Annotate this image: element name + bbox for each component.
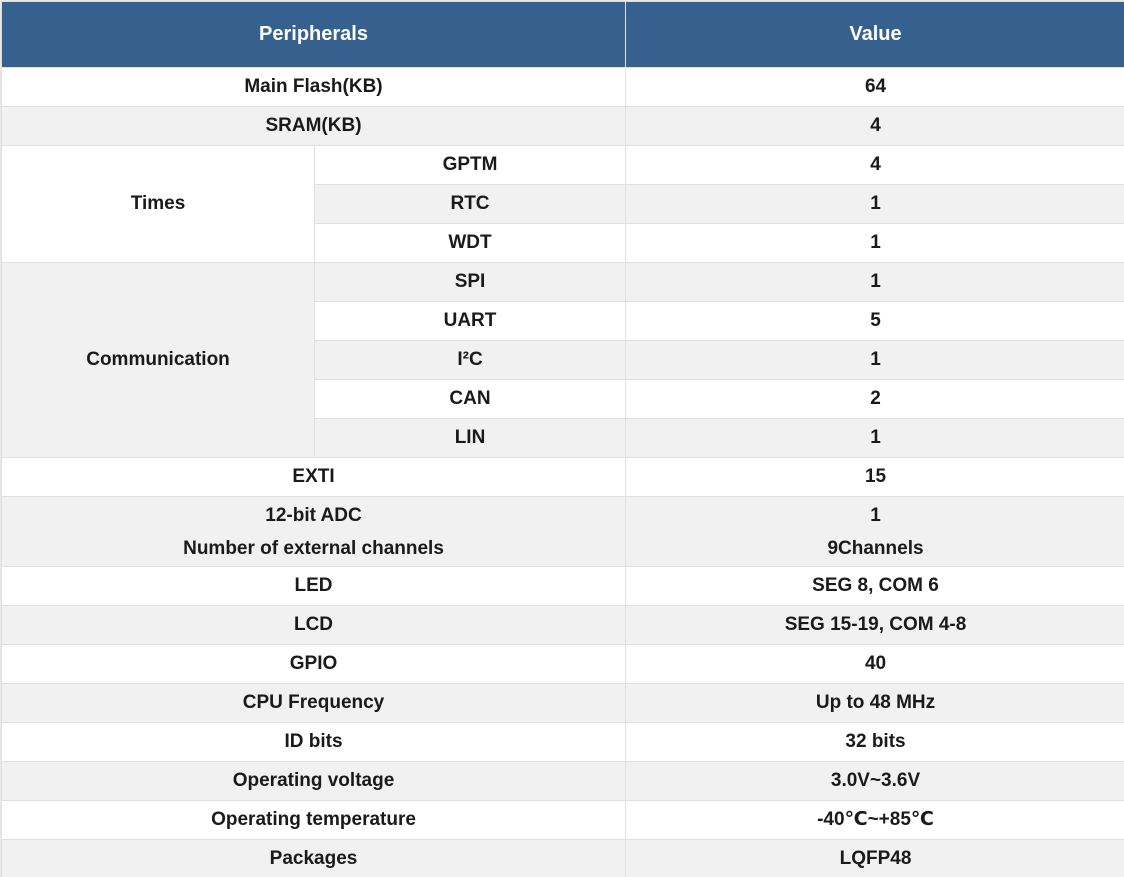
peripheral-label-cell: SRAM(KB)	[1, 106, 627, 146]
peripheral-label-cell: EXTI	[1, 457, 627, 497]
peripheral-label-cell: LED	[1, 566, 627, 606]
peripheral-label-cell: UART	[313, 301, 627, 341]
table-header-row: Peripherals Value	[1, 1, 1124, 68]
peripheral-label-cell: 12-bit ADC Number of external channels	[1, 496, 627, 567]
group-label-cell-times: Times	[1, 145, 315, 263]
table-row: Operating voltage 3.0V~3.6V	[1, 761, 1124, 801]
value-cell: 3.0V~3.6V	[625, 761, 1124, 801]
value-cell: 64	[625, 67, 1124, 107]
value-cell: 5	[625, 301, 1124, 341]
table-row: UART 5	[2, 301, 1124, 341]
adc-label-line1: 12-bit ADC	[265, 504, 362, 526]
peripheral-label-cell: WDT	[313, 223, 627, 263]
adc-value-line1: 1	[870, 504, 881, 526]
table-row: Main Flash(KB) 64	[1, 67, 1124, 107]
value-cell: Up to 48 MHz	[625, 683, 1124, 723]
table-row: Packages LQFP48	[1, 839, 1124, 877]
peripheral-label-cell: CPU Frequency	[1, 683, 627, 723]
table-row: 12-bit ADC Number of external channels 1…	[1, 496, 1124, 567]
value-cell: 1	[625, 184, 1124, 224]
value-cell: 1	[625, 262, 1124, 302]
peripheral-label-cell: Operating temperature	[1, 800, 627, 840]
peripheral-label-cell: Packages	[1, 839, 627, 877]
table-row: EXTI 15	[1, 457, 1124, 497]
peripheral-label-cell: RTC	[313, 184, 627, 224]
value-cell: 4	[625, 145, 1124, 185]
value-cell: 32 bits	[625, 722, 1124, 762]
column-header-peripherals: Peripherals	[1, 1, 627, 68]
table-row: LCD SEG 15-19, COM 4-8	[1, 605, 1124, 645]
value-cell: 1	[625, 340, 1124, 380]
group-label-cell-communication: Communication	[1, 262, 315, 458]
value-cell: 4	[625, 106, 1124, 146]
table-row: Operating temperature -40℃~+85℃	[1, 800, 1124, 840]
peripheral-label-cell: GPIO	[1, 644, 627, 684]
peripheral-label-cell: I²C	[313, 340, 627, 380]
peripheral-label-cell: LCD	[1, 605, 627, 645]
table-row: CAN 2	[2, 379, 1124, 419]
peripheral-label-cell: SPI	[313, 262, 627, 302]
table-row: LED SEG 8, COM 6	[1, 566, 1124, 606]
peripheral-label-cell: ID bits	[1, 722, 627, 762]
table-row: Times GPTM 4	[1, 145, 1124, 263]
value-cell: SEG 8, COM 6	[625, 566, 1124, 606]
value-cell: 1 9Channels	[625, 496, 1124, 567]
peripheral-label-cell: LIN	[313, 418, 627, 458]
value-cell: 15	[625, 457, 1124, 497]
value-cell: SEG 15-19, COM 4-8	[625, 605, 1124, 645]
value-cell: 1	[625, 418, 1124, 458]
value-cell: 1	[625, 223, 1124, 263]
table-row: SRAM(KB) 4	[1, 106, 1124, 146]
value-cell: -40℃~+85℃	[625, 800, 1124, 840]
column-header-value: Value	[625, 1, 1124, 68]
table-row: LIN 1	[2, 418, 1124, 458]
value-cell: LQFP48	[625, 839, 1124, 877]
adc-value-line2: 9Channels	[827, 537, 924, 559]
peripheral-label-cell: Main Flash(KB)	[1, 67, 627, 107]
table-row: ID bits 32 bits	[1, 722, 1124, 762]
value-cell: 2	[625, 379, 1124, 419]
table-row: I²C 1	[2, 340, 1124, 380]
table-row: GPIO 40	[1, 644, 1124, 684]
value-cell: 40	[625, 644, 1124, 684]
table-row: CPU Frequency Up to 48 MHz	[1, 683, 1124, 723]
peripheral-label-cell: CAN	[313, 379, 627, 419]
peripheral-label-cell: GPTM	[313, 145, 627, 185]
table-row: Communication SPI 1	[1, 262, 1124, 458]
adc-label-line2: Number of external channels	[183, 537, 444, 559]
peripheral-label-cell: Operating voltage	[1, 761, 627, 801]
